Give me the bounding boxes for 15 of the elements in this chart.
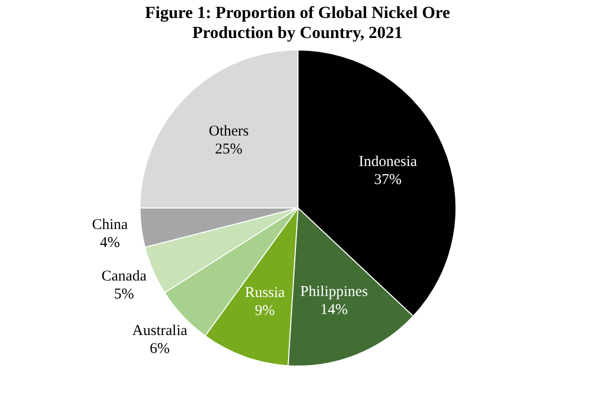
slice-label: Philippines [300,284,368,300]
data-label: 25% [214,142,242,158]
slice-label: Others [208,124,249,140]
data-label: 9% [254,303,275,320]
chart-title: Figure 1: Proportion of Global Nickel Ore Production by Country, 2021 [144,3,450,42]
slice-label: China [92,216,128,233]
slice-label: Indonesia [358,154,418,170]
data-label: 37% [374,172,402,188]
data-label: 5% [114,286,134,302]
data-label: 4% [100,234,120,251]
data-label: 6% [150,340,170,357]
slice-label: Australia [132,322,188,339]
data-label: 14% [320,302,348,318]
slice-label: Russia [244,285,286,302]
slice-label: Canada [102,268,147,284]
